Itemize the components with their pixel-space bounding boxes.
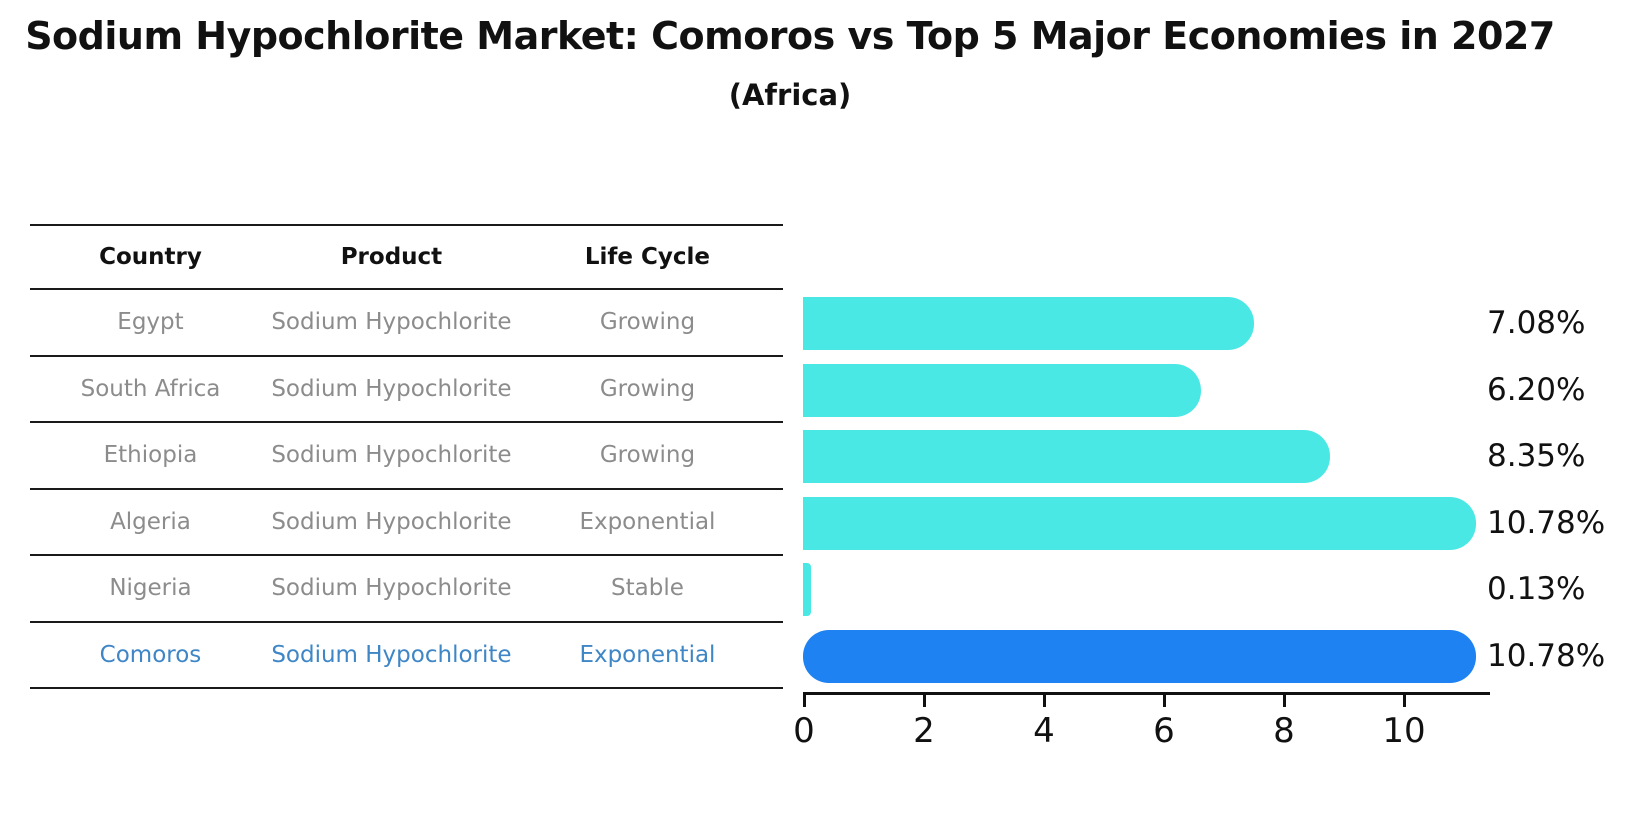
bar-egypt xyxy=(803,297,1254,350)
table-cell-life_cycle: Exponential xyxy=(579,508,716,535)
x-axis-tick xyxy=(1163,695,1166,707)
table-cell-country: Algeria xyxy=(110,508,191,535)
table-header-0: Country xyxy=(99,244,202,270)
table-cell-country: Comoros xyxy=(99,641,202,668)
table-row-south-africa: South Africa Sodium Hypochlorite Growing xyxy=(30,357,783,423)
table-header-1: Product xyxy=(340,244,443,270)
table-cell-life_cycle: Stable xyxy=(611,575,684,602)
bar-value-label: 10.78% xyxy=(1487,637,1606,674)
table-cell-life_cycle: Growing xyxy=(599,442,696,469)
chart-title: Sodium Hypochlorite Market: Comoros vs T… xyxy=(25,14,1555,58)
table-row-comoros: Comoros Sodium Hypochlorite Exponential xyxy=(30,623,783,689)
bar-south-africa xyxy=(803,363,1201,417)
x-axis-tick xyxy=(923,695,926,707)
table-row-nigeria: Nigeria Sodium Hypochlorite Stable xyxy=(30,556,783,623)
table-cell-country: South Africa xyxy=(80,375,221,402)
table-cell-product: Sodium Hypochlorite xyxy=(271,442,512,469)
bar-row-egypt: 7.08% xyxy=(803,290,1637,357)
bar-row-comoros: 10.78% xyxy=(803,623,1637,690)
bar-nigeria xyxy=(803,563,811,616)
x-axis-tick-label: 4 xyxy=(1033,711,1055,751)
bar-value-label: 7.08% xyxy=(1487,305,1586,342)
table-row-ethiopia: Ethiopia Sodium Hypochlorite Growing xyxy=(30,423,783,490)
table-row-egypt: Egypt Sodium Hypochlorite Growing xyxy=(30,290,783,357)
table-cell-country: Ethiopia xyxy=(103,442,198,469)
bar-value-label: 10.78% xyxy=(1487,504,1606,541)
x-axis-tick xyxy=(1403,695,1406,707)
table-cell-product: Sodium Hypochlorite xyxy=(271,575,512,602)
table-row-algeria: Algeria Sodium Hypochlorite Exponential xyxy=(30,490,783,556)
x-axis-tick-label: 2 xyxy=(913,711,935,751)
table-header-row: Country Product Life Cycle xyxy=(30,224,783,290)
bar-value-label: 8.35% xyxy=(1487,438,1586,475)
bar-row-algeria: 10.78% xyxy=(803,490,1637,557)
table-cell-product: Sodium Hypochlorite xyxy=(271,309,512,336)
bar-rows: 7.08% 6.20% 8.35% 10.78% 0.13% 10.78% xyxy=(803,290,1637,689)
bar-value-label: 6.20% xyxy=(1487,371,1586,408)
bar-chart: 7.08% 6.20% 8.35% 10.78% 0.13% 10.78% 0 2 4 6 8 10 xyxy=(793,224,1637,754)
x-axis-tick xyxy=(1283,695,1286,707)
table-cell-product: Sodium Hypochlorite xyxy=(271,641,512,668)
x-axis-tick-label: 6 xyxy=(1153,711,1175,751)
chart-header-spacer xyxy=(803,224,1637,290)
highlight-bar-comoros xyxy=(803,629,1476,683)
table-cell-life_cycle: Exponential xyxy=(579,641,716,668)
table-cell-life_cycle: Growing xyxy=(599,375,696,402)
chart-subtitle: (Africa) xyxy=(728,78,852,112)
table-cell-product: Sodium Hypochlorite xyxy=(271,508,512,535)
x-axis-tick xyxy=(1043,695,1046,707)
table-header-2: Life Cycle xyxy=(584,244,711,270)
table-cell-product: Sodium Hypochlorite xyxy=(271,375,512,402)
table-body: Egypt Sodium Hypochlorite Growing South Afr… xyxy=(30,290,783,689)
x-axis-tick-label: 10 xyxy=(1382,711,1426,751)
bar-value-label: 0.13% xyxy=(1487,571,1586,608)
bar-row-nigeria: 0.13% xyxy=(803,556,1637,623)
x-axis: 0 2 4 6 8 10 xyxy=(793,692,1490,754)
bar-row-ethiopia: 8.35% xyxy=(803,423,1637,490)
x-axis-tick-label: 0 xyxy=(793,711,815,751)
x-axis-tick-label: 8 xyxy=(1273,711,1295,751)
country-table: Country Product Life Cycle Egypt Sodium Hyp… xyxy=(30,224,783,689)
table-cell-country: Egypt xyxy=(117,309,184,336)
bar-row-south-africa: 6.20% xyxy=(803,357,1637,424)
table-cell-country: Nigeria xyxy=(109,575,192,602)
table-cell-life_cycle: Growing xyxy=(599,309,696,336)
bar-algeria xyxy=(803,496,1476,550)
x-axis-tick xyxy=(803,695,806,707)
bar-ethiopia xyxy=(803,430,1330,483)
